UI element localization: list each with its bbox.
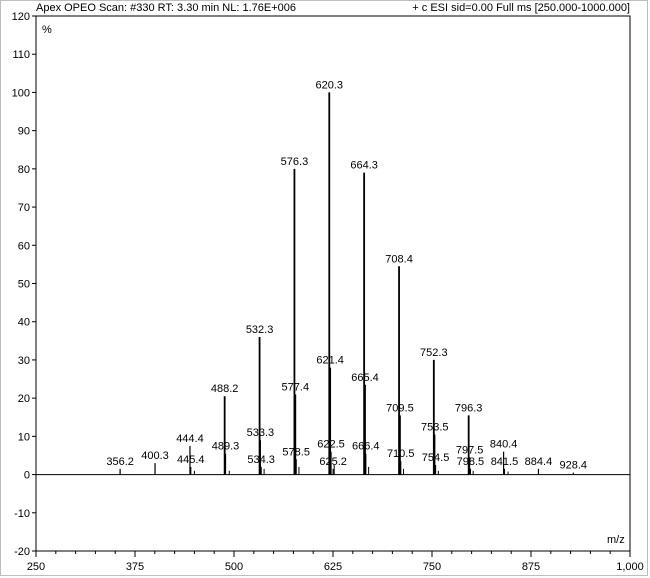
y-tick-label: 0 [24, 470, 30, 482]
x-tick-label: 500 [225, 561, 243, 573]
peak-label: 709.5 [386, 402, 414, 414]
peak-label: 796.3 [455, 402, 483, 414]
y-tick-label: 40 [18, 317, 30, 329]
peak-label: 534.3 [247, 454, 275, 466]
peak-label: 445.4 [177, 454, 205, 466]
peak-label: 532.3 [246, 324, 274, 336]
peak-label: 620.3 [316, 79, 344, 91]
y-tick-label: 120 [12, 11, 30, 23]
peak-label: 798.5 [457, 456, 485, 468]
peak-label: 621.4 [316, 355, 344, 367]
peak-label: 664.3 [350, 160, 378, 172]
peak-label: 356.2 [106, 456, 134, 468]
scan-header-left: Apex OPEO Scan: #330 RT: 3.30 min NL: 1.… [36, 2, 296, 14]
y-tick-label: 100 [12, 87, 30, 99]
y-axis-unit-label: % [42, 24, 52, 36]
peak-label: 400.3 [141, 450, 169, 462]
peak-label: 622.5 [317, 439, 345, 451]
x-tick-label: 1,000 [616, 561, 644, 573]
y-tick-label: 10 [18, 431, 30, 443]
y-tick-label: 30 [18, 355, 30, 367]
y-tick-label: -10 [14, 508, 30, 520]
minor-peaks [193, 465, 509, 475]
y-tick-label: 60 [18, 240, 30, 252]
y-tick-label: 20 [18, 393, 30, 405]
peak-label: 708.4 [385, 253, 413, 265]
peak-label: 884.4 [525, 456, 553, 468]
peak-label: 754.5 [422, 452, 450, 464]
peak-label: 578.5 [282, 446, 310, 458]
peak-labels: 356.2 400.3 444.4 445.4 488.2 489.3 532.3 533.3… [106, 79, 587, 471]
peak-label: 533.3 [247, 427, 275, 439]
peak-label: 841.5 [491, 456, 519, 468]
peak-label: 753.5 [421, 421, 449, 433]
y-tick-label: 80 [18, 164, 30, 176]
peak-label: 666.4 [352, 441, 380, 453]
y-tick-label: 70 [18, 202, 30, 214]
peak-label: 488.2 [211, 383, 239, 395]
y-tick-label: 110 [12, 49, 30, 61]
y-tick-label: -20 [14, 546, 30, 558]
peak-label: 665.4 [351, 372, 379, 384]
peak-label: 577.4 [282, 381, 310, 393]
x-tick-label: 875 [522, 561, 540, 573]
y-tick-label: 50 [18, 279, 30, 291]
peak-label: 840.4 [490, 439, 518, 451]
peaks [119, 92, 574, 475]
peak-label: 576.3 [281, 156, 309, 168]
peak-label: 625.2 [319, 456, 347, 468]
x-axis: 250 375 500 625 750 875 1,000 [27, 551, 644, 573]
peak-label: 444.4 [176, 433, 204, 445]
x-tick-label: 250 [27, 561, 45, 573]
peak-label: 489.3 [212, 441, 240, 453]
y-tick-label: 90 [18, 126, 30, 138]
y-axis: -20 -10 0 10 20 30 40 50 60 70 80 90 100 110 120 [12, 11, 36, 558]
peak-label: 797.5 [456, 444, 484, 456]
x-tick-label: 375 [126, 561, 144, 573]
scan-header-right: + c ESI sid=0.00 Full ms [250.000-1000.0… [412, 2, 630, 14]
peak-label: 928.4 [560, 460, 588, 472]
x-tick-label: 625 [324, 561, 342, 573]
x-tick-label: 750 [423, 561, 441, 573]
peak-label: 710.5 [387, 448, 415, 460]
x-axis-unit-label: m/z [607, 534, 625, 546]
peak-label: 752.3 [420, 347, 448, 359]
